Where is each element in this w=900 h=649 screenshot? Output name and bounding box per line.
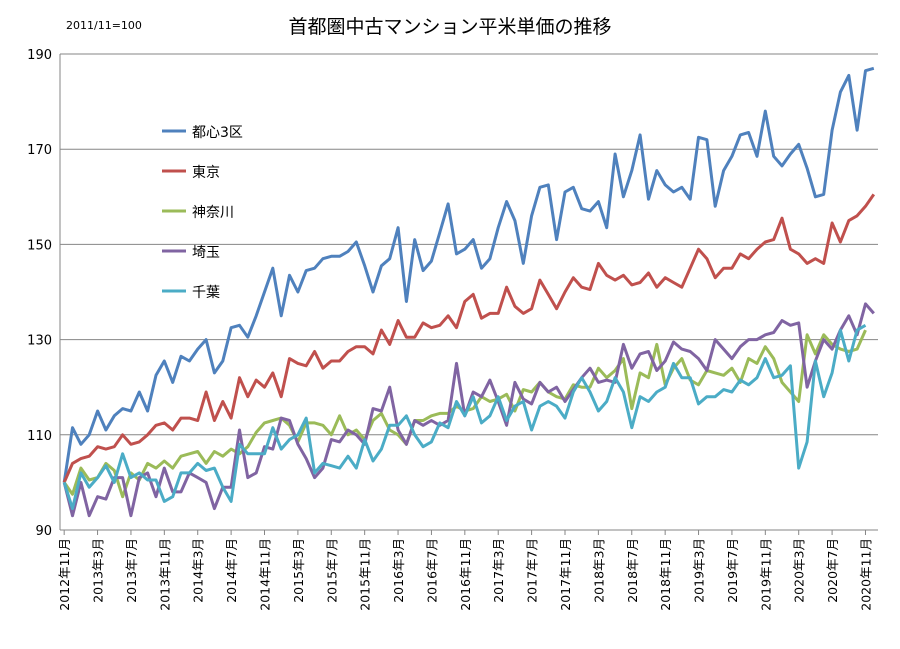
legend-label: 埼玉 (192, 245, 220, 261)
x-tick-label: 2015年3月 (291, 538, 306, 603)
series-line-5 (62, 323, 867, 511)
x-tick-label: 2013年11月 (157, 538, 172, 611)
y-tick-label: 90 (35, 524, 52, 539)
x-tick-label: 2014年3月 (191, 538, 206, 603)
x-tick-label: 2017年11月 (558, 538, 573, 611)
y-tick-label: 130 (27, 334, 52, 349)
x-tick-label: 2018年11月 (658, 538, 673, 611)
x-tick-label: 2012年11月 (57, 538, 72, 611)
y-tick-label: 150 (27, 238, 52, 253)
legend-label: 千葉 (192, 285, 220, 301)
x-tick-label: 2019年3月 (692, 538, 707, 603)
x-tick-label: 2020年3月 (792, 538, 807, 603)
y-tick-label: 190 (27, 48, 52, 63)
x-tick-label: 2014年11月 (258, 538, 273, 611)
y-tick-label: 110 (27, 429, 52, 444)
x-tick-label: 2017年7月 (525, 538, 540, 603)
legend-label: 東京 (192, 165, 220, 181)
x-tick-label: 2020年11月 (858, 538, 873, 611)
x-tick-label: 2020年7月 (825, 538, 840, 603)
base-note: 2011/11=100 (66, 19, 142, 32)
x-tick-label: 2015年11月 (358, 538, 373, 611)
x-tick-label: 2014年7月 (224, 538, 239, 603)
x-tick-label: 2017年3月 (491, 538, 506, 603)
legend-label: 都心3区 (192, 125, 243, 141)
series-line-1 (62, 66, 875, 483)
x-tick-label: 2015年7月 (324, 538, 339, 603)
chart-title: 首都圏中古マンション平米単価の推移 (288, 16, 612, 38)
x-tick-label: 2016年11月 (458, 538, 473, 611)
x-tick-label: 2013年7月 (124, 538, 139, 603)
x-tick-label: 2018年3月 (591, 538, 606, 603)
x-tick-label: 2019年7月 (725, 538, 740, 603)
x-tick-label: 2019年11月 (758, 538, 773, 611)
series-line-2 (62, 193, 876, 484)
x-tick-label: 2016年3月 (391, 538, 406, 603)
x-tick-label: 2018年7月 (625, 538, 640, 603)
x-tick-label: 2013年3月 (91, 538, 106, 603)
legend-label: 神奈川 (192, 205, 234, 221)
x-tick-label: 2016年7月 (424, 538, 439, 603)
y-tick-label: 170 (27, 143, 52, 158)
